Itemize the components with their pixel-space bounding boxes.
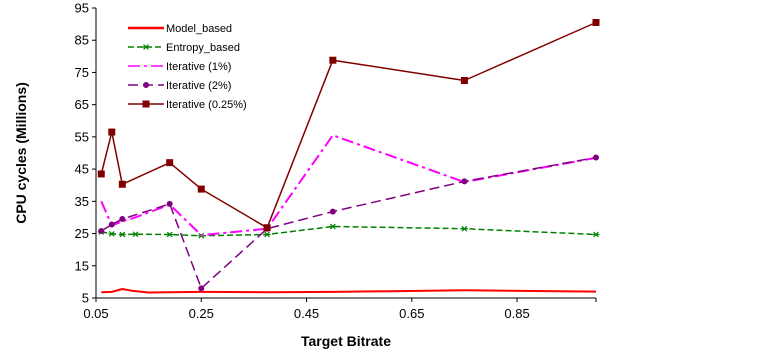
y-tick-label: 65 (75, 97, 89, 112)
y-tick-label: 95 (75, 1, 89, 16)
data-point (460, 77, 468, 84)
series-line (100, 156, 597, 290)
legend-label: Iterative (2%) (166, 80, 231, 92)
data-point (263, 231, 271, 238)
data-point (593, 154, 599, 161)
legend: Model_based Entropy_based Iterative (1%) It… (128, 23, 247, 111)
data-point (98, 227, 105, 234)
axes (95, 8, 596, 299)
x-tick-label: 0.45 (294, 306, 319, 321)
x-tick-label: 0.65 (399, 306, 424, 321)
x-tick-label: 0.25 (189, 306, 214, 321)
data-point (108, 231, 116, 237)
y-tick-label: 85 (75, 33, 89, 48)
data-point (329, 208, 336, 215)
data-point (131, 231, 139, 238)
y-tick-label: 75 (75, 65, 89, 80)
series-1 (97, 223, 600, 239)
ticks: 5 15 25 35 45 55 65 75 85 95 0.05 0.25 0.45 0.65 0.85 (75, 1, 597, 321)
series-group (97, 19, 600, 294)
data-point (198, 285, 205, 292)
data-point (461, 178, 468, 185)
legend-item: Entropy_based (128, 42, 240, 54)
series-line (100, 134, 597, 237)
legend-item: Iterative (0.25%) (128, 99, 247, 111)
y-tick-label: 35 (75, 194, 89, 209)
x-axis-title: Target Bitrate (301, 333, 391, 349)
legend-label: Iterative (1%) (166, 61, 231, 73)
y-tick-label: 15 (75, 258, 89, 273)
data-point (592, 19, 600, 26)
data-point (108, 221, 115, 228)
y-tick-label: 5 (82, 291, 89, 306)
series-2 (100, 134, 597, 237)
data-point (119, 216, 126, 223)
data-point (329, 56, 337, 64)
data-point (97, 170, 105, 178)
data-point (263, 224, 271, 232)
legend-label: Model_based (166, 23, 232, 35)
legend-label: Iterative (0.25%) (166, 99, 247, 111)
data-point (166, 200, 173, 207)
x-tick-label: 0.05 (83, 306, 108, 321)
legend-item: Iterative (2%) (128, 80, 231, 92)
data-point (460, 225, 468, 232)
data-point (166, 159, 174, 167)
series-4 (97, 19, 600, 232)
data-point (166, 231, 174, 238)
data-point (108, 128, 116, 136)
y-axis-title: CPU cycles (Millions) (13, 82, 29, 224)
series-line (101, 288, 597, 294)
legend-marker (143, 82, 149, 88)
series-line (101, 225, 597, 237)
legend-item: Model_based (128, 23, 232, 35)
series-0 (101, 288, 597, 294)
legend-label: Entropy_based (166, 42, 240, 54)
y-tick-label: 25 (75, 226, 89, 241)
y-tick-label: 55 (75, 129, 89, 144)
y-tick-label: 45 (75, 162, 89, 177)
data-point (592, 231, 600, 238)
data-point (329, 223, 337, 230)
data-point (197, 185, 205, 193)
legend-marker (142, 100, 150, 108)
legend-marker (142, 44, 150, 50)
series-3 (98, 154, 599, 292)
x-tick-label: 0.85 (504, 306, 529, 321)
data-point (118, 231, 126, 238)
legend-item: Iterative (1%) (128, 61, 231, 73)
data-point (118, 180, 126, 188)
